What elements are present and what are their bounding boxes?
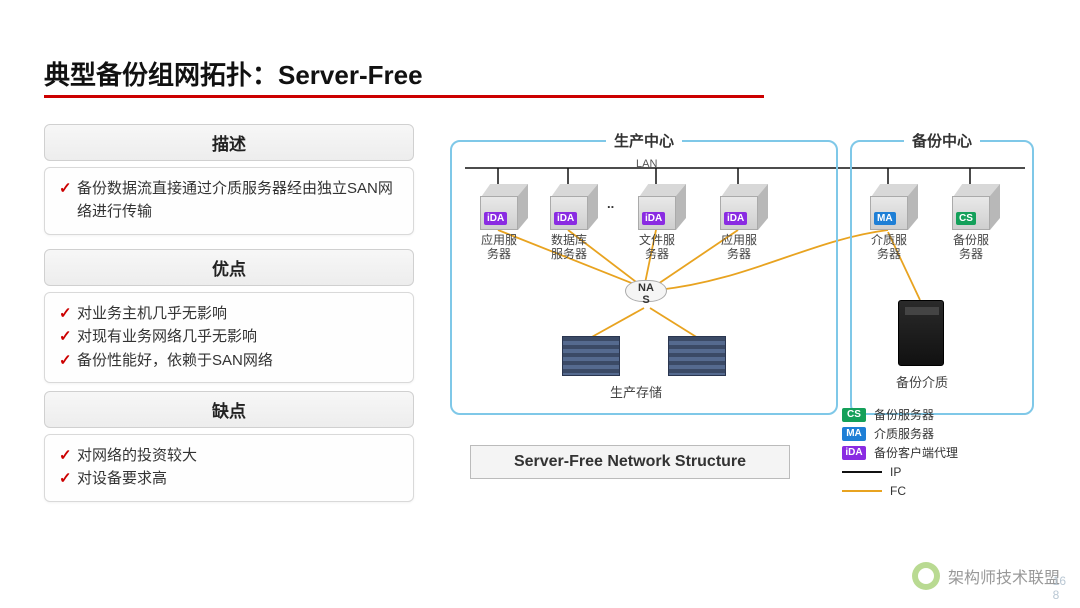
ma-tag: MA	[874, 212, 896, 225]
ida-tag: iDA	[554, 212, 577, 225]
ida-tag: iDA	[642, 212, 665, 225]
legend-ma: MA介质服务器	[842, 424, 958, 443]
production-center-box: 生产中心	[450, 140, 838, 415]
desc-header: 描述	[44, 124, 414, 161]
backup-center-label: 备份中心	[904, 130, 980, 151]
pros-header: 优点	[44, 249, 414, 286]
diagram-caption: Server-Free Network Structure	[470, 445, 790, 479]
app-server-1-label: 应用服务器	[468, 234, 530, 262]
db-server-label: 数据库服务器	[538, 234, 600, 262]
nas-node: NAS	[625, 280, 667, 306]
ida-tag: iDA	[724, 212, 747, 225]
pros-item: 对现有业务网络几乎无影响	[59, 325, 399, 348]
backup-server-label: 备份服务器	[940, 234, 1002, 262]
tape-library-icon	[898, 300, 944, 366]
pros-item: 对业务主机几乎无影响	[59, 302, 399, 325]
page-title: 典型备份组网拓扑：Server-Free	[44, 55, 423, 92]
media-server-label: 介质服务器	[858, 234, 920, 262]
storage-label: 生产存储	[610, 382, 662, 401]
storage-array-2	[668, 336, 726, 376]
app-server-2: iDA 应用服务器	[708, 188, 770, 262]
desc-panel: 备份数据流直接通过介质服务器经由独立SAN网络进行传输	[44, 167, 414, 235]
legend-ida: iDA备份客户端代理	[842, 443, 958, 462]
app-server-1: iDA 应用服务器	[468, 188, 530, 262]
app-server-2-label: 应用服务器	[708, 234, 770, 262]
desc-item: 备份数据流直接通过介质服务器经由独立SAN网络进行传输	[59, 177, 399, 224]
legend-ip: IP	[842, 462, 958, 481]
backup-server: CS 备份服务器	[940, 188, 1002, 262]
db-server: iDA 数据库服务器	[538, 188, 600, 262]
title-underline	[44, 95, 764, 98]
legend-fc: FC	[842, 481, 958, 500]
legend: CS备份服务器 MA介质服务器 iDA备份客户端代理 IP FC	[842, 405, 958, 500]
cons-header: 缺点	[44, 391, 414, 428]
production-center-label: 生产中心	[606, 130, 682, 151]
network-diagram: 生产中心 备份中心 LAN iDA 应用服务器 iDA 数据库服务器 .. iD…	[450, 130, 1060, 430]
cs-tag: CS	[956, 212, 976, 225]
tape-label: 备份介质	[896, 372, 948, 391]
cons-panel: 对网络的投资较大 对设备要求高	[44, 434, 414, 502]
watermark: 架构师技术联盟	[912, 562, 1060, 590]
ida-tag: iDA	[484, 212, 507, 225]
ellipsis: ..	[607, 196, 614, 211]
cons-item: 对设备要求高	[59, 467, 399, 490]
wechat-icon	[912, 562, 940, 590]
file-server: iDA 文件服务器	[626, 188, 688, 262]
pros-panel: 对业务主机几乎无影响 对现有业务网络几乎无影响 备份性能好，依赖于SAN网络	[44, 292, 414, 383]
cons-item: 对网络的投资较大	[59, 444, 399, 467]
nas-label: NAS	[625, 282, 667, 306]
pros-item: 备份性能好，依赖于SAN网络	[59, 349, 399, 372]
file-server-label: 文件服务器	[626, 234, 688, 262]
lan-label: LAN	[636, 158, 657, 170]
storage-array-1	[562, 336, 620, 376]
page-number: 16 8	[1053, 574, 1066, 602]
media-server: MA 介质服务器	[858, 188, 920, 262]
legend-cs: CS备份服务器	[842, 405, 958, 424]
watermark-text: 架构师技术联盟	[948, 564, 1060, 588]
